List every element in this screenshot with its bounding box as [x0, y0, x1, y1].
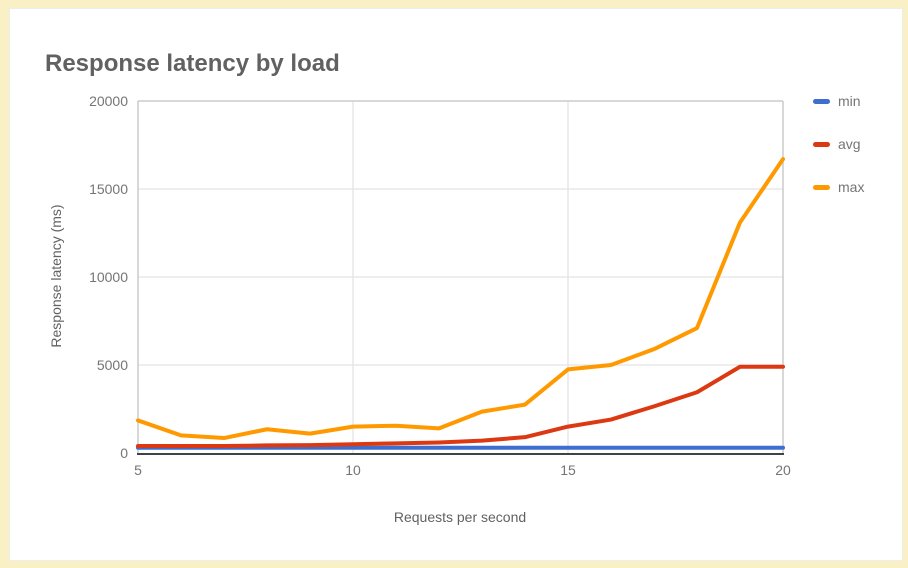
legend-swatch-max — [813, 185, 830, 190]
x-axis-title: Requests per second — [393, 509, 527, 525]
x-tick-label: 5 — [134, 462, 142, 478]
y-axis-title: Response latency (ms) — [48, 204, 64, 348]
x-tick-label: 20 — [775, 462, 791, 478]
x-tick-label: 15 — [560, 462, 576, 478]
chart-title: Response latency by load — [45, 50, 340, 77]
legend-label-min: min — [838, 93, 861, 109]
legend-label-avg: avg — [838, 136, 861, 152]
y-tick-label: 15000 — [89, 181, 128, 197]
y-tick-label: 10000 — [89, 269, 128, 285]
chart-card: Response latency by load — [9, 8, 903, 561]
y-tick-label: 20000 — [89, 93, 128, 109]
legend-swatch-avg — [813, 142, 830, 147]
y-tick-label: 0 — [120, 445, 128, 461]
legend-swatch-min — [813, 99, 830, 104]
y-tick-label: 5000 — [96, 357, 128, 373]
legend-label-max: max — [838, 179, 865, 195]
x-tick-label: 10 — [345, 462, 361, 478]
